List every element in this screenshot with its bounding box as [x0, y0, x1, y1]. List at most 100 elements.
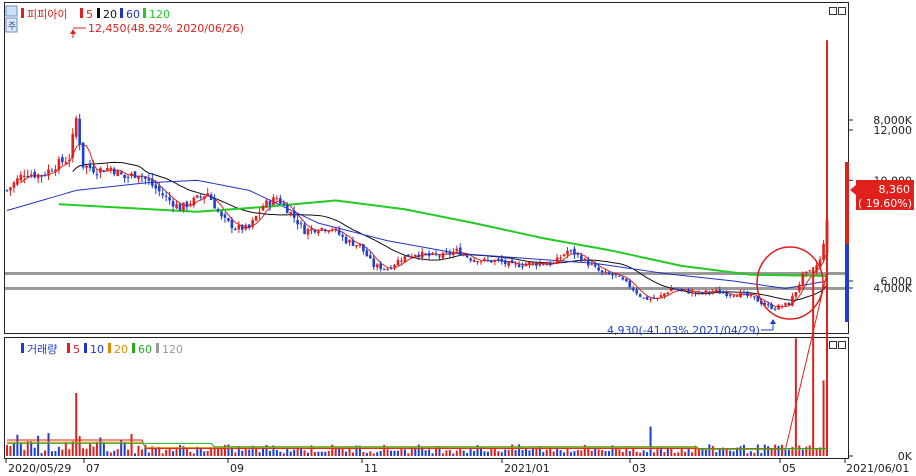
x-axis-label: 05: [782, 462, 796, 475]
volume-bar: [462, 450, 465, 456]
volume-bar: [770, 448, 773, 456]
volume-bar: [535, 448, 538, 456]
volume-bar: [227, 444, 230, 456]
candle-body: [670, 288, 673, 292]
volume-bar: [666, 448, 669, 456]
volume-bar: [514, 450, 517, 456]
candle-body: [303, 224, 306, 235]
volume-bar: [68, 449, 71, 456]
candle-body: [258, 212, 261, 215]
volume-bar: [805, 446, 808, 456]
candle-body: [413, 254, 417, 257]
candle-body: [528, 262, 531, 265]
volume-bar: [663, 452, 666, 456]
volume-bar: [480, 446, 483, 456]
volume-bar: [441, 453, 444, 456]
candle-body: [33, 172, 36, 178]
candle-body: [417, 254, 421, 257]
volume-bar: [424, 450, 427, 456]
volume-bar: [563, 452, 566, 456]
candle-body: [611, 274, 614, 276]
volume-bar: [808, 445, 811, 456]
volume-bar: [614, 448, 617, 456]
volume-panel-buttons[interactable]: [829, 341, 846, 349]
candle-body: [732, 295, 735, 297]
price-axis-label: 12,000: [874, 124, 913, 137]
candle-body: [365, 250, 369, 257]
ma120-label: 120: [149, 8, 170, 21]
candle-body: [728, 294, 732, 296]
candle-body: [458, 247, 462, 256]
candle-body: [725, 292, 728, 296]
candle-body: [628, 280, 632, 288]
volume-bar: [815, 448, 818, 456]
volume-bar: [469, 448, 472, 456]
candle-body: [538, 263, 542, 266]
volume-bar: [621, 452, 624, 456]
candle-body: [240, 224, 244, 230]
vol-ma60-label: 60: [138, 343, 152, 356]
candle-body: [690, 291, 694, 294]
volume-bar: [760, 453, 763, 456]
candle-body: [189, 203, 192, 205]
candle-body: [687, 290, 690, 294]
candle-body: [666, 292, 670, 294]
candle-body: [659, 295, 663, 298]
candle-body: [420, 251, 424, 258]
volume-bar: [9, 445, 12, 456]
candle-body: [112, 168, 116, 175]
volume-bar: [763, 444, 766, 456]
volume-bar: [677, 452, 680, 456]
candle-body: [251, 220, 254, 227]
volume-bar: [511, 444, 514, 456]
price-legend: 피피아이 5 20 60 120: [21, 8, 170, 21]
candle-body: [282, 203, 286, 205]
candle-body: [341, 234, 344, 237]
volume-bar: [106, 451, 109, 456]
price-panel-buttons[interactable]: [829, 7, 846, 15]
candle-body: [199, 196, 203, 198]
volume-bar: [704, 449, 707, 456]
candle-body: [330, 229, 334, 231]
vol-ma120-label: 120: [162, 343, 183, 356]
volume-bar: [92, 446, 95, 456]
volume-bar: [639, 452, 642, 456]
volume-bar: [753, 452, 756, 456]
volume-bar: [365, 452, 368, 456]
volume-bar: [798, 445, 801, 456]
candle-body: [514, 263, 517, 265]
volume-bar: [493, 448, 496, 456]
candle-body: [541, 264, 545, 266]
candle-body: [524, 263, 528, 267]
candle-body: [272, 197, 275, 205]
volume-bar: [528, 450, 531, 456]
volume-bar: [244, 447, 247, 456]
candle-body: [784, 302, 787, 306]
volume-bar: [120, 439, 123, 456]
candle-body: [216, 209, 220, 212]
volume-bar: [625, 446, 628, 456]
candle-body: [12, 182, 16, 188]
candle-body: [206, 193, 209, 196]
candle-body: [178, 204, 182, 211]
candle-body: [780, 306, 784, 308]
candle-body: [220, 211, 223, 217]
candle-body: [631, 288, 635, 291]
panel-toggle-icon[interactable]: 주: [5, 5, 18, 33]
candle-body: [403, 256, 407, 263]
candle-body: [763, 302, 767, 305]
candle-body: [555, 257, 559, 264]
candle-body: [462, 254, 466, 256]
candle-body: [721, 292, 725, 294]
volume-bar: [89, 443, 92, 456]
candle-body: [469, 258, 472, 261]
volume-bar: [26, 440, 29, 456]
volume-bar: [448, 449, 451, 456]
candle-body: [479, 261, 483, 263]
candle-body: [161, 193, 164, 196]
volume-bar: [351, 452, 354, 456]
volume-bar: [604, 451, 607, 456]
volume-bar: [545, 449, 548, 456]
x-axis-label: 2021/01: [504, 462, 550, 475]
candle-body: [209, 194, 213, 200]
